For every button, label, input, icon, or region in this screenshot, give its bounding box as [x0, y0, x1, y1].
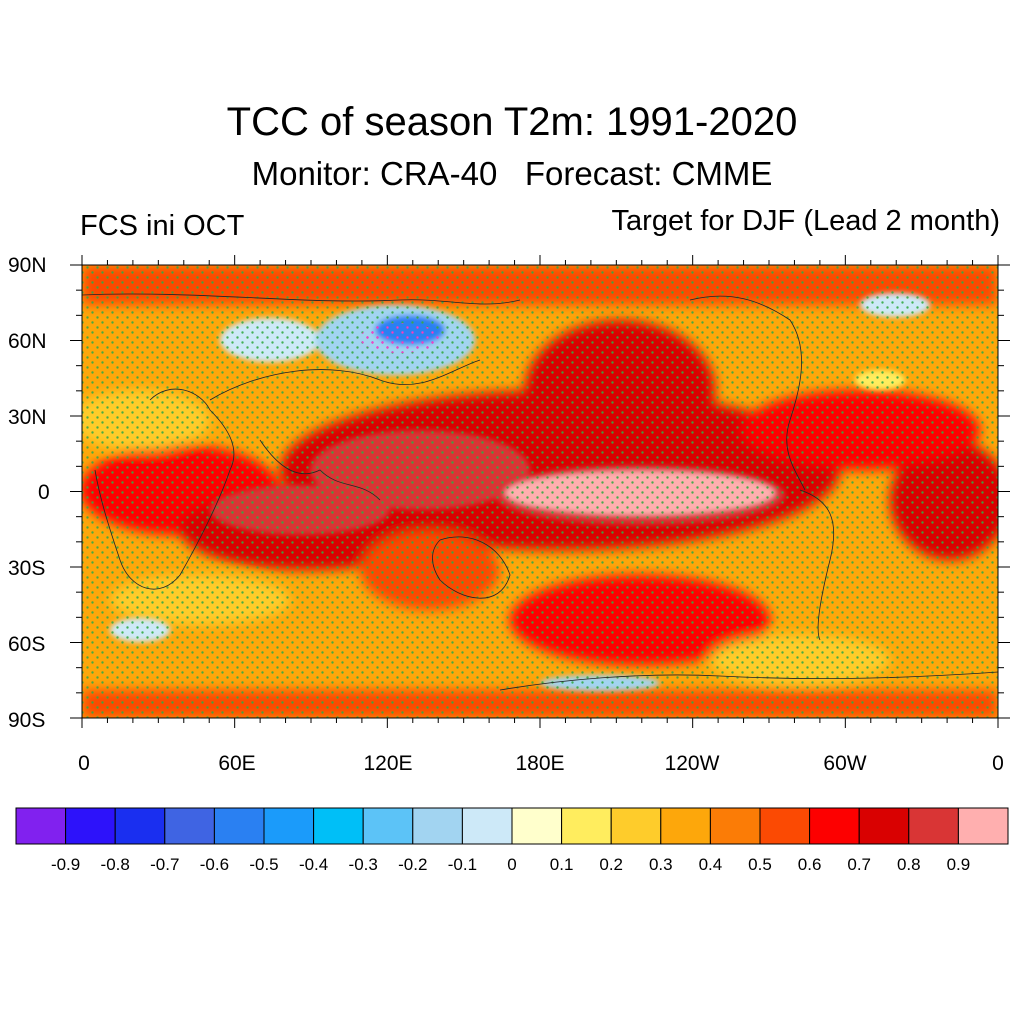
colorbar-swatch: [957, 807, 1009, 845]
colorbar-label: -0.7: [150, 855, 179, 874]
lon-axis: 0 60E 120E 180E 120W 60W 0: [78, 752, 1004, 775]
colorbar-swatch: [15, 807, 67, 845]
axis-ticks: [70, 255, 1010, 728]
colorbar-label: -0.3: [349, 855, 378, 874]
colorbar-label: -0.1: [448, 855, 477, 874]
lat-label: 0: [38, 481, 50, 504]
colorbar-label: -0.4: [299, 855, 328, 874]
colorbar-swatch: [561, 807, 612, 845]
colorbar-swatch: [65, 807, 116, 845]
lon-label: 120E: [363, 752, 412, 775]
lat-label: 60S: [8, 633, 45, 656]
colorbar-label: 0.1: [550, 855, 574, 874]
colorbar-label: 0.2: [599, 855, 623, 874]
colorbar-swatch: [213, 807, 265, 845]
colorbar-label: -0.9: [51, 855, 80, 874]
lat-axis: 90N 60N 30N 0 30S 60S 90S: [8, 254, 50, 732]
colorbar-label: 0.6: [798, 855, 822, 874]
correlation-field: [82, 265, 998, 718]
colorbar-swatch: [660, 807, 711, 845]
lon-label: 0: [78, 752, 90, 775]
colorbar-label: 0.3: [649, 855, 673, 874]
lat-label: 30N: [8, 406, 47, 429]
colorbar-swatch: [759, 807, 811, 845]
lon-label: 180E: [515, 752, 564, 775]
colorbar-label: 0.9: [947, 855, 971, 874]
lon-label: 120W: [665, 752, 720, 775]
colorbar-label: -0.6: [200, 855, 229, 874]
colorbar-swatch: [114, 807, 166, 845]
lat-label: 60N: [8, 330, 47, 353]
colorbar-swatch: [858, 807, 910, 845]
colorbar-label: 0.4: [699, 855, 723, 874]
init-label: FCS ini OCT: [80, 210, 245, 242]
colorbar-swatch: [362, 807, 414, 845]
colorbar-swatch: [809, 807, 860, 845]
colorbar-swatch: [610, 807, 662, 845]
colorbar-swatch: [412, 807, 463, 845]
lat-label: 90N: [8, 254, 47, 277]
colorbar: -0.9 -0.8 -0.7 -0.6 -0.5 -0.4 -0.3 -0.2 -0.1 0 0.1…: [15, 807, 1009, 874]
coastlines: [82, 293, 998, 691]
colorbar-swatch: [908, 807, 959, 845]
colorbar-label: 0.7: [847, 855, 871, 874]
colorbar-swatch: [709, 807, 761, 845]
colorbar-label: 0: [507, 855, 516, 874]
colorbar-swatch: [164, 807, 215, 845]
plot-title: TCC of season T2m: 1991-2020: [226, 100, 798, 144]
lon-label: 0: [992, 752, 1004, 775]
lat-label: 90S: [8, 709, 45, 732]
colorbar-swatch: [313, 807, 364, 845]
lon-label: 60W: [823, 752, 866, 775]
colorbar-swatch: [263, 807, 315, 845]
plot-subtitle: Monitor: CRA-40 Forecast: CMME: [251, 155, 773, 192]
colorbar-swatch: [461, 807, 513, 845]
colorbar-label: -0.5: [249, 855, 278, 874]
colorbar-swatch: [511, 807, 563, 845]
colorbar-label: 0.8: [897, 855, 921, 874]
colorbar-label: -0.8: [101, 855, 130, 874]
lat-label: 30S: [8, 557, 45, 580]
colorbar-label: 0.5: [748, 855, 772, 874]
colorbar-label: -0.2: [398, 855, 427, 874]
lon-label: 60E: [218, 752, 255, 775]
target-label: Target for DJF (Lead 2 month): [611, 205, 1000, 237]
